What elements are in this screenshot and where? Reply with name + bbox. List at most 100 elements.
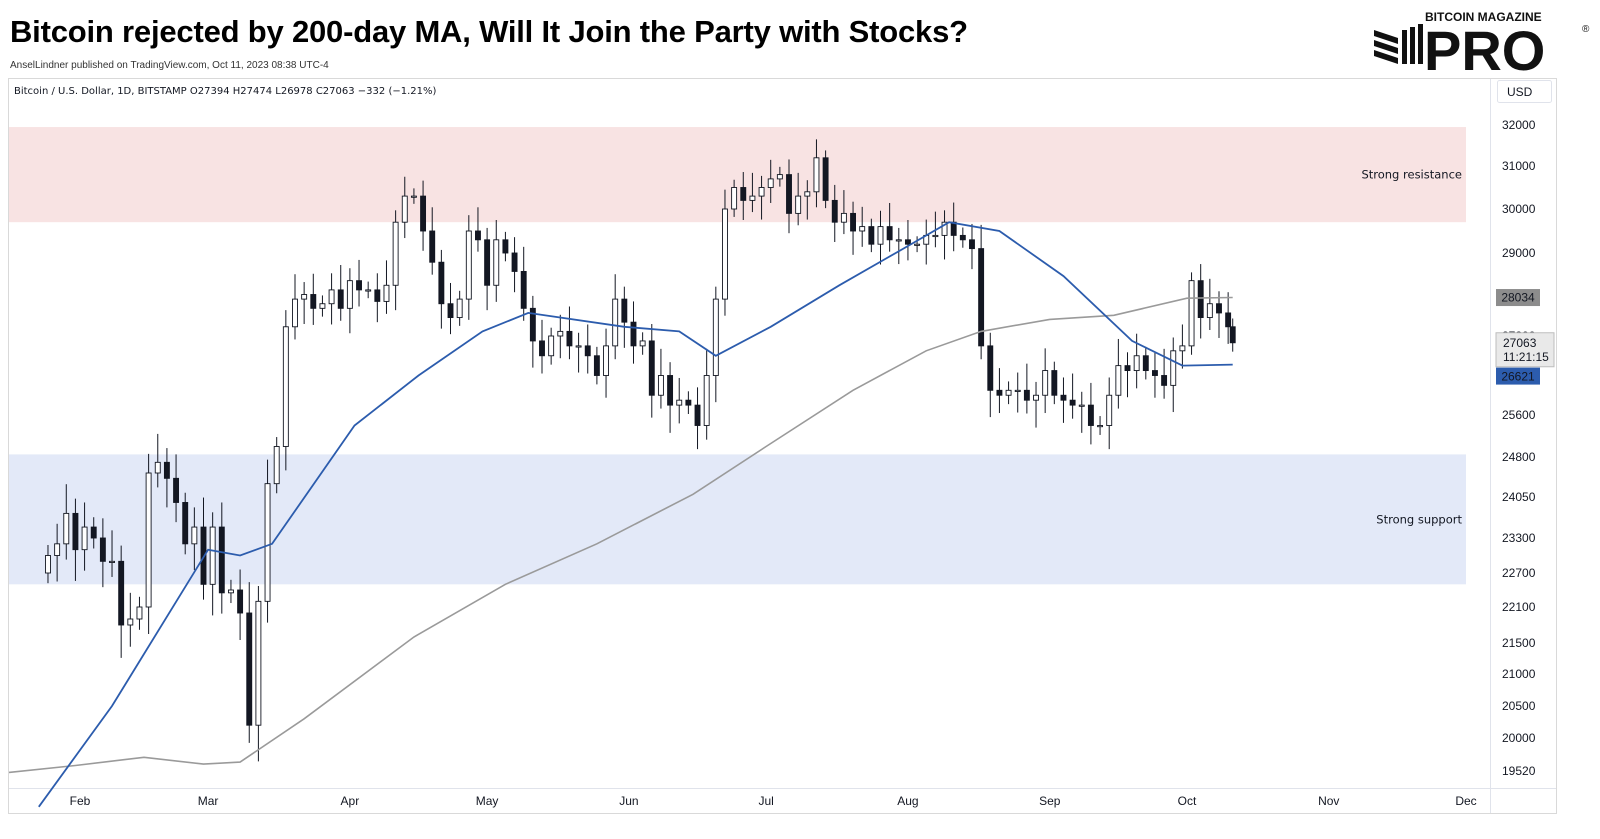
bitcoin-magazine-pro-logo: BITCOIN MAGAZINE PRO ® [1374, 10, 1590, 74]
candle-body [99, 537, 106, 562]
ma200-price-text: 28034 [1501, 291, 1535, 305]
candle-body [1142, 355, 1149, 372]
candle [603, 328, 609, 398]
candle [795, 172, 802, 226]
candle [877, 210, 884, 265]
candle [328, 273, 335, 325]
candle-body [904, 239, 911, 245]
logo-main-text: PRO [1424, 19, 1545, 74]
candle-body [740, 187, 747, 201]
publisher-line: AnselLindner published on TradingView.co… [10, 60, 329, 71]
price-tick-label: 31000 [1502, 159, 1536, 173]
time-tick-label: Sep [1039, 794, 1061, 808]
candle [612, 274, 619, 360]
candle-body [182, 502, 189, 545]
candle [346, 268, 353, 334]
candle [173, 454, 180, 523]
candle-body [154, 461, 161, 474]
price-tick-label: 22100 [1502, 600, 1536, 614]
candle-body [109, 560, 115, 563]
candle [557, 314, 564, 359]
candle [767, 159, 774, 203]
candle-body [292, 298, 298, 328]
candle [1179, 324, 1186, 369]
time-tick-label: Oct [1178, 794, 1197, 808]
candle-body [1229, 326, 1236, 344]
candle-body [1206, 303, 1213, 319]
candle-body [465, 230, 472, 300]
candle [548, 327, 555, 365]
candle-body [145, 472, 152, 608]
ma-200-line [8, 296, 1233, 774]
candle-body [282, 326, 289, 447]
candle-body [401, 195, 408, 223]
candle [1033, 381, 1039, 428]
candle [914, 236, 921, 253]
candle-body [1014, 389, 1021, 392]
candle [447, 282, 454, 335]
candle-body [822, 157, 829, 201]
candle [429, 207, 436, 275]
candle [703, 348, 710, 440]
ma200-price-label: 28034 [1496, 289, 1540, 307]
candle [456, 290, 463, 326]
candle [63, 484, 70, 560]
candle [1188, 272, 1195, 355]
candle-body [548, 335, 555, 357]
candle-body [493, 239, 500, 286]
candle-body [895, 239, 902, 242]
candle [182, 492, 189, 555]
candle-body [767, 178, 774, 188]
candle-body [685, 399, 692, 406]
candle-body [539, 340, 545, 357]
candle-body [1188, 280, 1195, 347]
time-axis[interactable]: Feb Mar Apr May Jun Jul Aug Sep Oct Nov Dec [70, 794, 1477, 808]
candle [1216, 291, 1222, 338]
resistance-zone-label: Strong resistance [1361, 168, 1462, 182]
candle [218, 502, 225, 614]
candle [255, 586, 262, 762]
countdown-text: 11:21:15 [1503, 350, 1549, 364]
candle [127, 592, 134, 647]
candle-body [758, 187, 765, 197]
candle-body [246, 612, 253, 726]
candle [72, 498, 79, 581]
candle-body [1197, 280, 1204, 319]
candle-body [932, 234, 939, 238]
candle [575, 332, 582, 373]
candle-body [831, 199, 838, 223]
candle [273, 437, 280, 494]
candle-body [584, 345, 591, 357]
candle [1060, 377, 1067, 423]
price-tick-label: 32000 [1502, 118, 1536, 132]
candle [1106, 377, 1113, 450]
candle-body [1051, 370, 1058, 396]
candle [145, 453, 152, 634]
symbol-info: Bitcoin / U.S. Dollar, 1D, BITSTAMP O273… [14, 86, 436, 97]
candle [566, 306, 573, 360]
candle-body [593, 355, 600, 376]
candle [209, 512, 216, 616]
price-axis[interactable]: 19520 20000 20500 21000 21500 22100 22700 23300… [1502, 118, 1536, 778]
candle [383, 260, 390, 314]
candle [859, 206, 866, 247]
candle-body [429, 230, 436, 263]
candle [850, 201, 856, 255]
time-tick-label: Jul [758, 794, 773, 808]
candle [639, 332, 646, 355]
candle [246, 582, 253, 743]
candle-body [1097, 425, 1104, 428]
candle [54, 523, 61, 582]
candle [923, 219, 930, 265]
candle-body [566, 330, 573, 347]
candle [1197, 264, 1204, 339]
candle-body [731, 187, 738, 210]
candle-body [392, 221, 399, 286]
candle [374, 273, 381, 323]
candle-body [575, 345, 582, 348]
candle-body [1152, 370, 1158, 376]
candle-body [639, 340, 646, 347]
currency-button[interactable]: USD [1497, 80, 1552, 103]
candle-body [319, 303, 326, 309]
